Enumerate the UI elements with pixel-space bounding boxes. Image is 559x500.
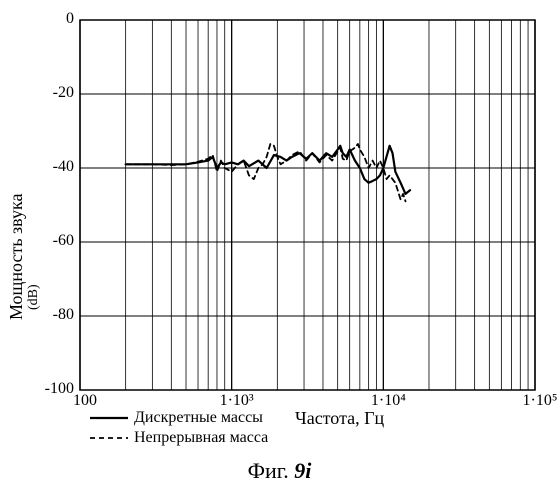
y-tick-label: -20 (53, 84, 74, 102)
y-axis-unit: (dB) (26, 284, 42, 310)
y-axis-label: Мощность звука (6, 193, 27, 320)
legend-item-solid: Дискретные массы (90, 408, 268, 428)
y-tick-label: -60 (53, 232, 74, 250)
legend-label: Дискретные массы (134, 408, 263, 428)
chart-figure: { "chart": { "type": "line", "plot_area"… (0, 0, 559, 500)
chart-plot-svg (0, 0, 559, 500)
x-tick-label: 1·10³ (212, 392, 262, 410)
x-tick-label: 1·10⁵ (515, 392, 559, 410)
caption-number: 9i (294, 458, 311, 483)
y-tick-label: -80 (53, 306, 74, 324)
legend-swatch-dash (90, 431, 128, 445)
figure-caption: Фиг. 9i (0, 458, 559, 484)
y-tick-label: -40 (53, 158, 74, 176)
x-tick-label: 1·10⁴ (363, 392, 413, 410)
legend-item-dash: Непрерывная масса (90, 428, 268, 448)
x-axis-label: Частота, Гц (295, 408, 384, 429)
legend-swatch-solid (90, 411, 128, 425)
caption-prefix: Фиг. (248, 458, 295, 483)
legend: Дискретные массы Непрерывная масса (90, 408, 268, 448)
legend-label: Непрерывная масса (134, 428, 268, 448)
y-tick-label: 0 (66, 10, 74, 28)
x-tick-label: 100 (60, 392, 110, 410)
